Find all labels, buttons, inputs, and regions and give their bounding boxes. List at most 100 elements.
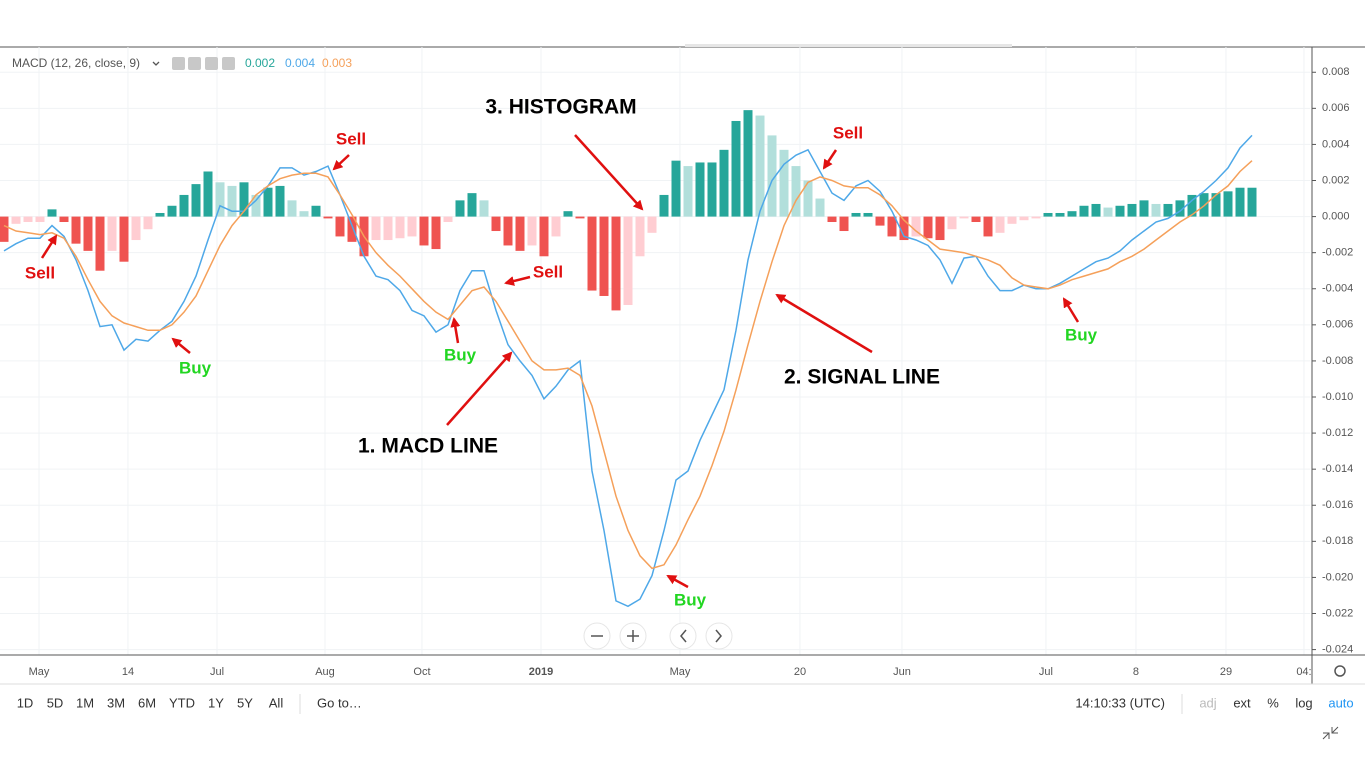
- y-tick-label: -0.016: [1322, 499, 1353, 511]
- range-button[interactable]: 1M: [76, 695, 94, 710]
- goto-button[interactable]: Go to…: [317, 695, 362, 710]
- histogram-bar: [35, 216, 45, 223]
- y-tick-label: 0.004: [1322, 138, 1350, 150]
- range-button[interactable]: 1Y: [208, 695, 224, 710]
- scroll-right-button[interactable]: [705, 622, 733, 650]
- y-tick-label: 0.006: [1322, 102, 1350, 114]
- histogram-bar: [479, 200, 489, 217]
- y-tick-label: 0.000: [1322, 210, 1350, 222]
- icon-source[interactable]: [205, 57, 218, 70]
- histogram-bar: [863, 212, 873, 217]
- histogram-bar: [971, 216, 981, 223]
- histogram-bar: [899, 216, 909, 241]
- histogram-bar: [431, 216, 441, 250]
- zoom-in-icon: [627, 630, 639, 642]
- zoom-controls: [583, 622, 733, 650]
- histogram-bar: [983, 216, 993, 237]
- option-button[interactable]: auto: [1328, 695, 1353, 710]
- arrow: [775, 293, 873, 354]
- histogram-bar: [587, 216, 597, 291]
- histogram-bar: [743, 110, 753, 217]
- histogram-bar: [407, 216, 417, 237]
- arrow: [332, 154, 350, 171]
- range-button[interactable]: 6M: [138, 695, 156, 710]
- fullscreen-icon[interactable]: [1322, 726, 1339, 740]
- settings-icon[interactable]: [1334, 665, 1346, 677]
- arrow: [574, 134, 644, 211]
- arrow: [171, 337, 191, 354]
- option-button[interactable]: ext: [1233, 695, 1251, 710]
- option-button[interactable]: adj: [1199, 695, 1216, 710]
- range-button[interactable]: 1D: [17, 695, 34, 710]
- legend-value: 0.002: [245, 56, 275, 70]
- arrow: [822, 149, 838, 170]
- histogram-bar: [335, 216, 345, 237]
- range-button[interactable]: 3M: [107, 695, 125, 710]
- axes: 0.008 0.006 0.004 0.002 0.000 -0.002 -0.004 -0.…: [29, 66, 1354, 678]
- legend-value: 0.004: [285, 56, 315, 70]
- histogram-bar: [707, 162, 717, 217]
- icon-eye[interactable]: [172, 57, 185, 70]
- histogram-bar: [815, 198, 825, 217]
- y-tick-label: 0.008: [1322, 66, 1350, 78]
- histogram-bar: [947, 216, 957, 230]
- option-button[interactable]: %: [1267, 695, 1279, 710]
- histogram-bar: [263, 187, 273, 217]
- range-button[interactable]: All: [269, 695, 284, 710]
- arrow: [450, 317, 461, 344]
- histogram-bar: [887, 216, 897, 237]
- range-button[interactable]: 5D: [47, 695, 64, 710]
- histogram-bar: [1187, 194, 1197, 217]
- range-button[interactable]: 5Y: [237, 695, 253, 710]
- histogram-bar: [1031, 216, 1041, 219]
- annotation: Buy: [1065, 325, 1098, 344]
- icon-settings[interactable]: [188, 57, 201, 70]
- histogram-bar: [1019, 216, 1029, 221]
- y-tick-label: -0.010: [1322, 391, 1353, 403]
- histogram-bar: [227, 185, 237, 217]
- y-tick-label: -0.008: [1322, 355, 1353, 367]
- histogram-bar: [635, 216, 645, 257]
- histogram-bar: [683, 166, 693, 217]
- indicator-icons: [172, 57, 235, 70]
- x-tick-label: Jun: [893, 666, 911, 678]
- histogram-bar: [1211, 193, 1221, 217]
- histogram-bar: [563, 211, 573, 217]
- arrow: [1062, 297, 1080, 323]
- histogram-bar: [791, 166, 801, 217]
- annotation: 3. HISTOGRAM: [485, 96, 636, 119]
- histogram-bar: [599, 216, 609, 296]
- histogram-bar: [767, 135, 777, 217]
- dropdown-icon[interactable]: [152, 61, 160, 66]
- histogram-bar: [1103, 207, 1113, 217]
- indicator-label[interactable]: MACD (12, 26, close, 9): [12, 56, 140, 70]
- histogram-bar: [527, 216, 537, 246]
- x-tick-label: Jul: [210, 666, 224, 678]
- histogram-bar: [695, 162, 705, 217]
- histogram-bar: [1007, 216, 1017, 224]
- y-tick-label: -0.002: [1322, 247, 1353, 259]
- y-tick-label: 0.002: [1322, 174, 1350, 186]
- histogram-bar: [47, 209, 57, 217]
- annotation: Sell: [25, 263, 55, 282]
- histogram-bar: [23, 216, 33, 223]
- x-tick-label: 14: [122, 666, 134, 678]
- scroll-left-button[interactable]: [669, 622, 697, 650]
- histogram-bar: [179, 194, 189, 217]
- histogram-bar: [551, 216, 561, 237]
- histogram-bar: [467, 193, 477, 217]
- option-button[interactable]: log: [1295, 695, 1312, 710]
- histogram-bar: [1175, 200, 1185, 217]
- histogram-bar: [191, 184, 201, 217]
- histogram-bar: [71, 216, 81, 244]
- icon-remove[interactable]: [222, 57, 235, 70]
- y-tick-label: -0.024: [1322, 643, 1353, 655]
- histogram-bar: [1235, 187, 1245, 217]
- x-tick-label: 04:: [1296, 666, 1311, 678]
- histogram-bar: [215, 182, 225, 217]
- histogram-bar: [167, 205, 177, 217]
- histogram-bar: [131, 216, 141, 241]
- annotation: 2. SIGNAL LINE: [784, 366, 940, 389]
- scroll-handle: [685, 44, 1012, 47]
- range-button[interactable]: YTD: [169, 695, 195, 710]
